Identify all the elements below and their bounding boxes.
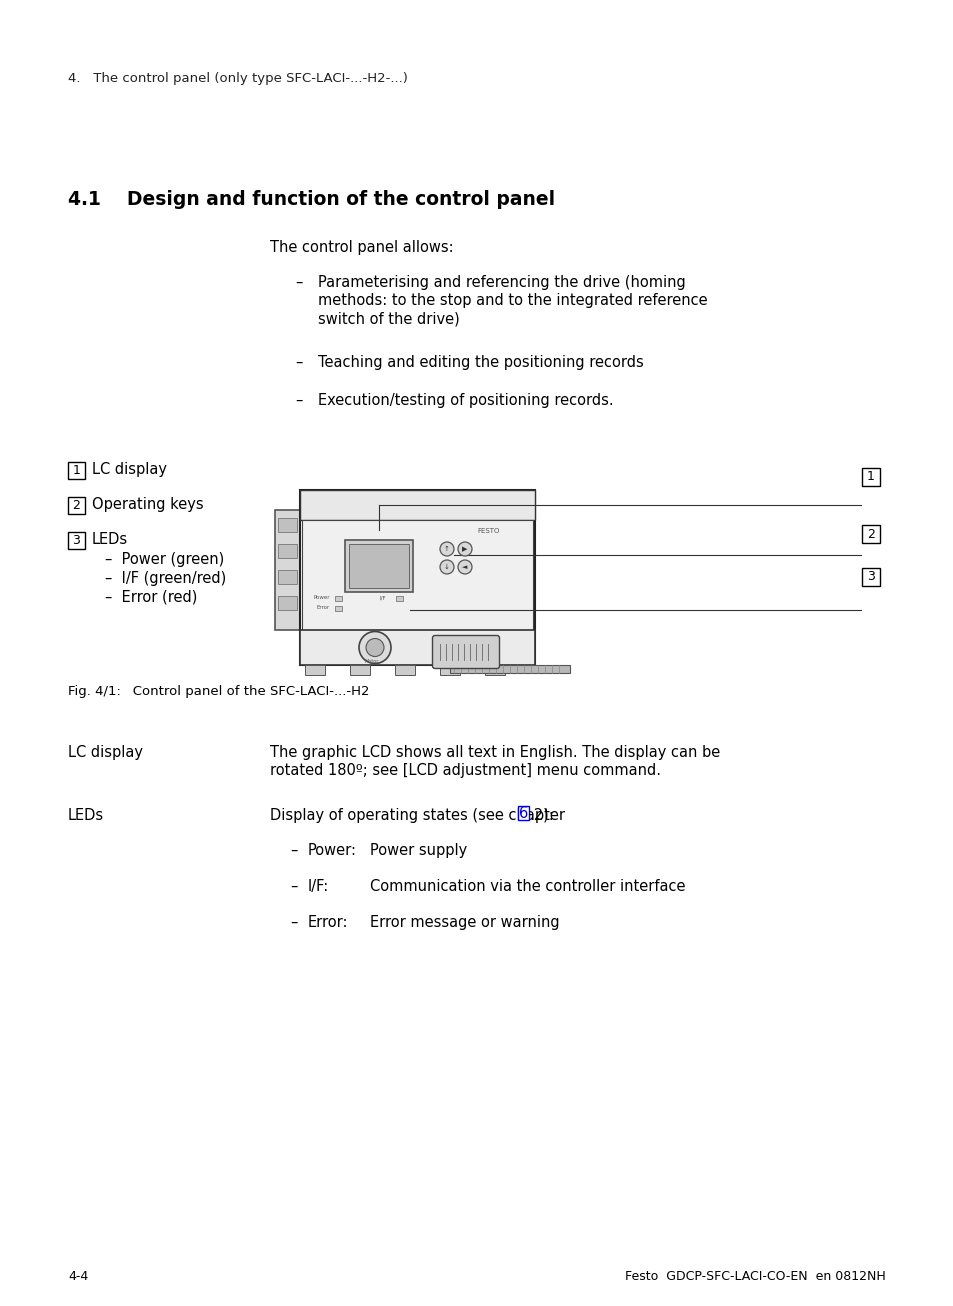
Text: Operating keys: Operating keys (91, 498, 203, 512)
Text: Display of operating states (see chapter: Display of operating states (see chapter (270, 808, 569, 823)
Text: The graphic LCD shows all text in English. The display can be: The graphic LCD shows all text in Englis… (270, 744, 720, 760)
Text: Power: Power (314, 596, 330, 599)
Bar (450, 665, 569, 673)
Text: LC display: LC display (91, 462, 167, 477)
Bar (68, 532, 85, 549)
Text: 2: 2 (72, 499, 80, 512)
Text: Error: Error (316, 605, 330, 610)
Bar (395, 596, 402, 601)
Bar (862, 568, 879, 586)
Text: –  Power (green): – Power (green) (105, 552, 224, 567)
Text: ◄: ◄ (462, 564, 467, 569)
Bar (862, 468, 879, 486)
Text: 4-4: 4-4 (68, 1269, 89, 1282)
Text: ▶: ▶ (462, 546, 467, 552)
Bar (68, 462, 85, 479)
Text: 6: 6 (518, 806, 528, 820)
Text: I/F:: I/F: (308, 879, 329, 895)
Text: –: – (294, 393, 302, 407)
Bar (299, 490, 535, 665)
Bar (305, 665, 325, 675)
Text: 3: 3 (72, 534, 80, 547)
Bar (349, 545, 409, 588)
Text: Motor: Motor (365, 660, 379, 663)
Circle shape (439, 560, 454, 575)
Text: methods: to the stop and to the integrated reference: methods: to the stop and to the integrat… (317, 293, 707, 308)
Text: LC display: LC display (68, 744, 143, 760)
Circle shape (457, 542, 472, 556)
Text: The control panel allows:: The control panel allows: (270, 240, 453, 255)
Text: Error message or warning: Error message or warning (370, 916, 559, 930)
Bar (345, 539, 413, 592)
FancyBboxPatch shape (432, 636, 499, 669)
Text: LEDs: LEDs (91, 532, 128, 547)
Text: –: – (290, 842, 297, 858)
Text: –  I/F (green/red): – I/F (green/red) (105, 571, 226, 586)
Text: FESTO: FESTO (476, 528, 498, 534)
Bar (484, 665, 504, 675)
Text: I/F: I/F (379, 596, 386, 599)
Bar (277, 596, 296, 610)
Text: –: – (290, 879, 297, 895)
Text: Power:: Power: (308, 842, 356, 858)
Bar (302, 520, 533, 629)
Text: 2: 2 (866, 528, 874, 541)
Bar (350, 665, 370, 675)
Text: 1: 1 (72, 464, 80, 477)
Circle shape (358, 632, 391, 663)
Text: Error:: Error: (308, 916, 348, 930)
Bar (68, 498, 85, 515)
Bar (277, 569, 296, 584)
Bar (299, 629, 535, 665)
Text: ↑: ↑ (443, 546, 450, 552)
Text: Teaching and editing the positioning records: Teaching and editing the positioning rec… (317, 355, 643, 370)
Bar (335, 606, 341, 611)
Text: switch of the drive): switch of the drive) (317, 311, 459, 326)
Text: ↓: ↓ (443, 564, 450, 569)
Text: Festo  GDCP-SFC-LACI-CO-EN  en 0812NH: Festo GDCP-SFC-LACI-CO-EN en 0812NH (624, 1269, 885, 1282)
Text: –  Error (red): – Error (red) (105, 590, 197, 605)
Circle shape (457, 560, 472, 575)
Text: Control panel of the SFC-LACI-...-H2: Control panel of the SFC-LACI-...-H2 (120, 686, 369, 697)
Text: Fig. 4/1:: Fig. 4/1: (68, 686, 121, 697)
Bar (277, 545, 296, 558)
Text: Communication via the controller interface: Communication via the controller interfa… (370, 879, 685, 895)
Bar (439, 665, 459, 675)
Text: –: – (290, 916, 297, 930)
Bar (862, 525, 879, 543)
Text: .2):: .2): (529, 808, 554, 823)
Bar (517, 806, 529, 820)
Text: 4.   The control panel (only type SFC-LACI-...-H2-...): 4. The control panel (only type SFC-LACI… (68, 72, 408, 85)
Bar (277, 518, 296, 532)
Circle shape (439, 542, 454, 556)
Text: –: – (294, 355, 302, 370)
Text: 4.1    Design and function of the control panel: 4.1 Design and function of the control p… (68, 189, 555, 209)
Bar (395, 665, 415, 675)
Bar (299, 490, 535, 520)
Text: Parameterising and referencing the drive (homing: Parameterising and referencing the drive… (317, 276, 685, 290)
Text: Execution/testing of positioning records.: Execution/testing of positioning records… (317, 393, 613, 407)
Bar (274, 511, 299, 629)
Text: Power supply: Power supply (370, 842, 467, 858)
Text: 3: 3 (866, 571, 874, 584)
Text: 1: 1 (866, 470, 874, 483)
Text: –: – (294, 276, 302, 290)
Circle shape (366, 639, 384, 657)
Text: LEDs: LEDs (68, 808, 104, 823)
Bar (335, 596, 341, 601)
Text: rotated 180º; see [LCD adjustment] menu command.: rotated 180º; see [LCD adjustment] menu … (270, 763, 660, 778)
